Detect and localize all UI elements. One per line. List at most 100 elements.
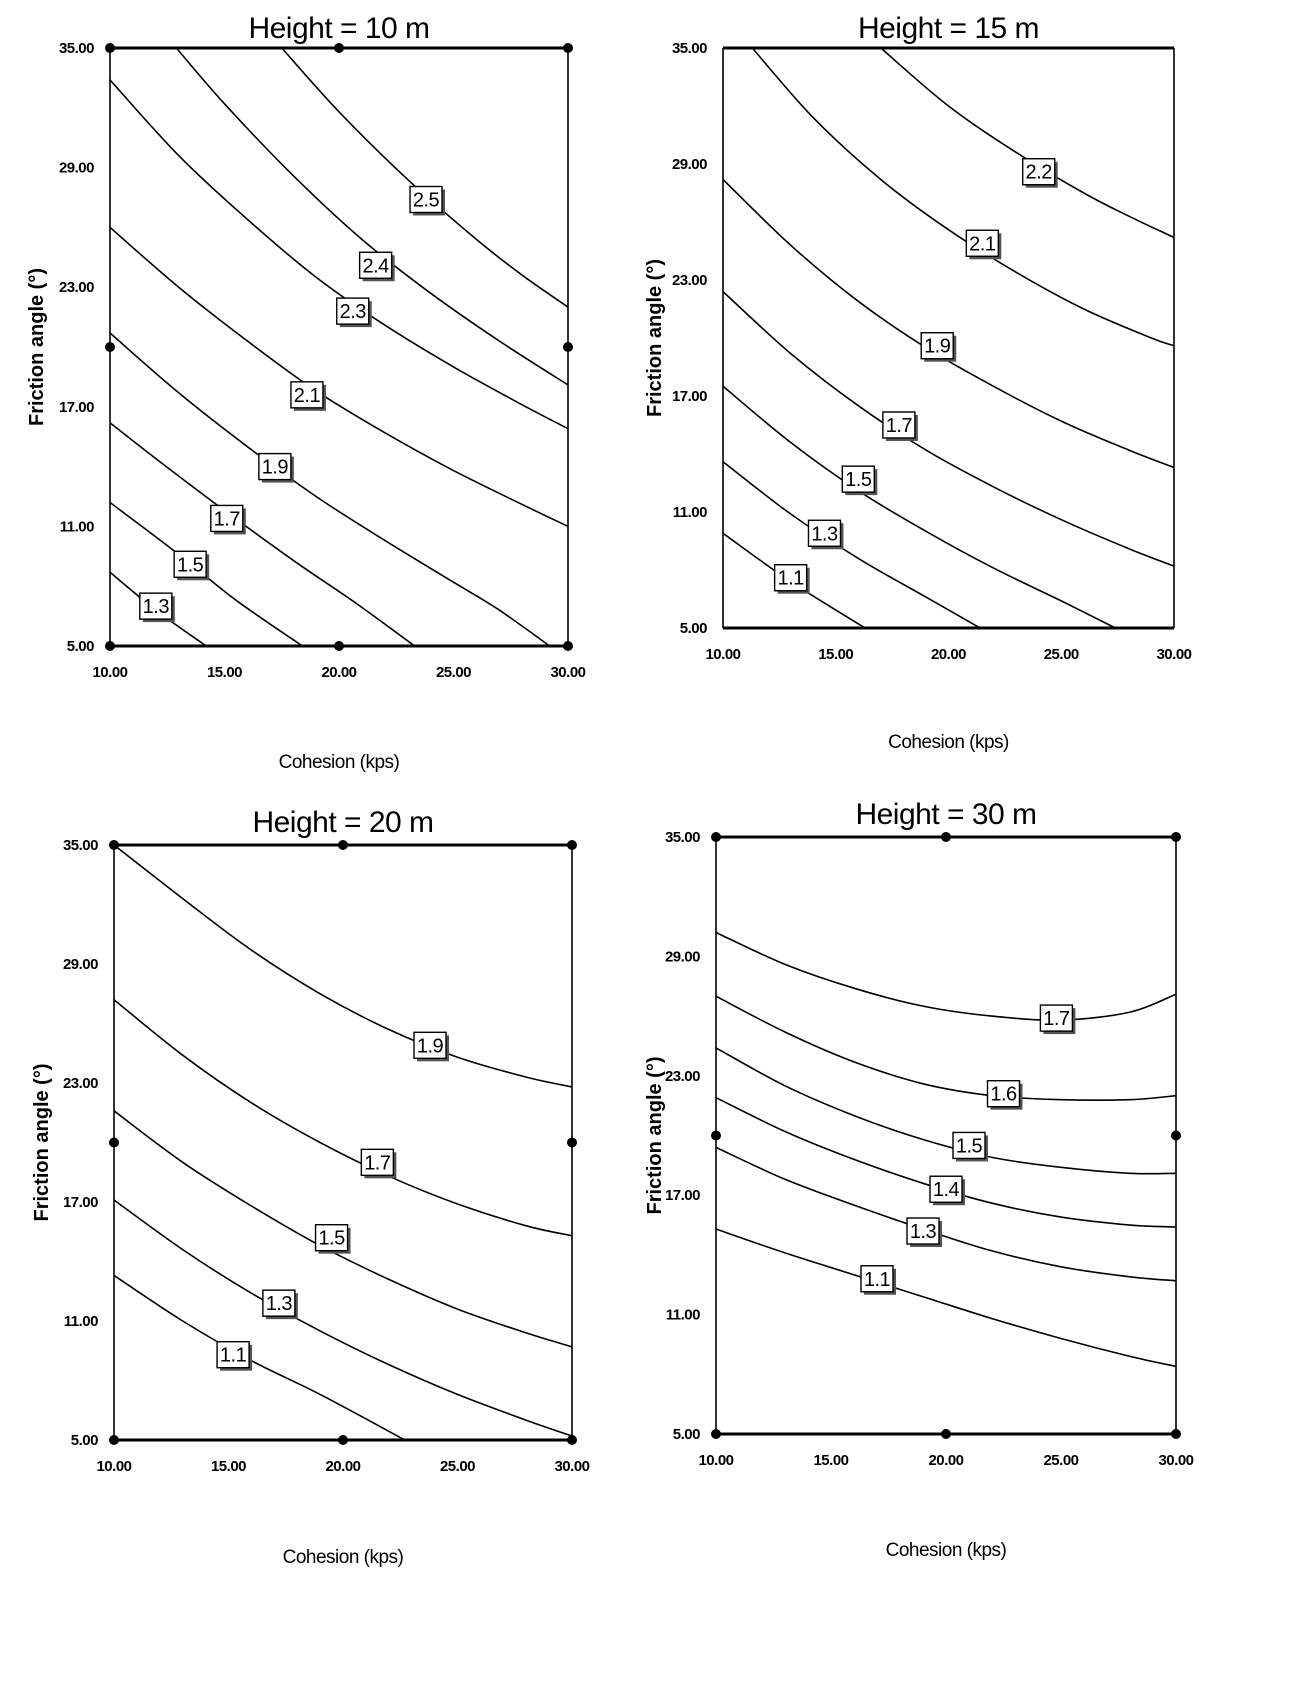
contour-line-2-5 — [281, 47, 569, 308]
design-point — [105, 342, 115, 352]
design-point — [711, 1130, 721, 1141]
x-tick-label: 10.00 — [698, 1452, 733, 1469]
contour-label-box — [906, 1217, 940, 1245]
contour-line-1-3 — [722, 461, 981, 629]
design-point — [105, 641, 115, 651]
contour-label: 2.3 — [340, 301, 367, 323]
design-point — [941, 1429, 951, 1439]
y-tick-label: 5.00 — [673, 1426, 700, 1443]
contour-label: 1.6 — [990, 1084, 1017, 1106]
x-tick-label: 20.00 — [325, 1458, 360, 1475]
chart-height-20-svg: Height = 20 m 10.00 15.00 20.00 25.00 30.00 5.… — [31, 806, 590, 1568]
design-point — [563, 43, 573, 53]
contour-label: 1.4 — [933, 1179, 960, 1201]
contour-label: 2.4 — [362, 255, 389, 277]
contour-label-box — [358, 251, 393, 279]
y-tick-label: 35.00 — [672, 40, 707, 57]
contour-line-1-5 — [722, 385, 1116, 629]
chart-height-30: Height = 30 m 10.00 15.00 20.00 25.00 30.00 5.… — [640, 798, 1311, 1703]
contour-label-box — [841, 465, 876, 493]
design-point — [711, 832, 721, 842]
contour-line-1-7 — [722, 291, 1175, 567]
contour-label-box — [336, 297, 370, 325]
design-point — [109, 1435, 119, 1445]
contour-label: 1.7 — [364, 1152, 391, 1174]
y-tick-label: 35.00 — [665, 829, 700, 846]
design-point — [1171, 1429, 1181, 1439]
contour-label-box — [952, 1131, 986, 1160]
contour-label: 1.7 — [886, 415, 913, 437]
contour-label: 1.3 — [910, 1221, 937, 1243]
x-axis-label: Cohesion (kps) — [888, 732, 1009, 753]
contour-label: 1.1 — [220, 1345, 247, 1367]
y-tick-label: 29.00 — [63, 956, 98, 973]
x-tick-label: 25.00 — [440, 1458, 475, 1475]
contour-label-box — [258, 452, 292, 481]
contour-line-1-1 — [113, 1274, 406, 1441]
contour-label: 1.9 — [262, 457, 289, 479]
contour-label-box — [882, 411, 916, 439]
contour-label-box — [262, 1289, 296, 1317]
x-tick-label: 25.00 — [436, 664, 471, 681]
contour-label-box — [929, 1175, 963, 1203]
contour-line-1-1 — [715, 1228, 1177, 1368]
contour-label-box — [210, 504, 244, 533]
design-point — [563, 342, 573, 352]
design-point — [1171, 832, 1181, 842]
chart-title: Height = 30 m — [855, 798, 1036, 831]
design-point — [109, 1137, 119, 1148]
contour-line-1-7 — [113, 999, 573, 1237]
contour-label: 1.5 — [956, 1135, 983, 1157]
chart-height-15-svg: Height = 15 m 10.00 15.00 20.00 25.00 30.00 5.… — [644, 12, 1192, 753]
y-tick-label: 23.00 — [665, 1068, 700, 1085]
x-axis-label: Cohesion (kps) — [283, 1547, 404, 1568]
y-axis-label: Friction angle (°) — [26, 268, 48, 426]
contour-label: 1.7 — [1043, 1008, 1070, 1030]
y-tick-label: 17.00 — [672, 388, 707, 405]
contour-label-box — [920, 332, 954, 360]
y-axis-label: Friction angle (°) — [644, 259, 666, 417]
x-tick-label: 30.00 — [1156, 646, 1191, 663]
design-point — [105, 43, 115, 53]
contour-line-1-3 — [715, 1146, 1177, 1282]
contour-label: 2.1 — [969, 233, 996, 255]
contour-line-1-3 — [113, 1199, 573, 1437]
chart-title: Height = 10 m — [248, 12, 429, 45]
contour-label: 2.1 — [294, 385, 321, 407]
x-tick-label: 10.00 — [96, 1458, 131, 1475]
x-axis-label: Cohesion (kps) — [279, 752, 400, 773]
contour-label-box — [290, 381, 324, 409]
chart-title: Height = 20 m — [252, 806, 433, 839]
design-point — [711, 1429, 721, 1439]
contour-label: 1.5 — [845, 469, 872, 491]
contour-label-box — [807, 519, 842, 547]
contour-line-1-9 — [109, 332, 551, 647]
design-point — [334, 641, 344, 651]
x-tick-label: 15.00 — [207, 664, 242, 681]
y-tick-label: 5.00 — [71, 1432, 98, 1449]
contour-label-box — [965, 229, 1000, 257]
contour-label: 1.9 — [924, 336, 951, 358]
y-tick-label: 17.00 — [665, 1187, 700, 1204]
x-tick-label: 20.00 — [321, 664, 356, 681]
y-tick-label: 5.00 — [680, 620, 707, 637]
contour-label: 1.3 — [266, 1293, 293, 1315]
contour-line-1-5 — [715, 1047, 1177, 1175]
contour-label: 1.1 — [864, 1269, 891, 1291]
y-tick-label: 29.00 — [59, 160, 94, 177]
design-point — [1171, 1130, 1181, 1141]
contour-line-1-7 — [109, 422, 416, 647]
design-point — [338, 840, 348, 850]
y-tick-label: 29.00 — [672, 156, 707, 173]
chart-height-10: Height = 10 m 10.00 15.00 20.00 25.00 30.00 5.… — [0, 0, 640, 840]
x-tick-label: 25.00 — [1043, 1452, 1078, 1469]
contour-line-1-6 — [715, 995, 1177, 1101]
contour-line-1-7 — [715, 931, 1177, 1021]
contour-label-box — [773, 564, 808, 592]
x-tick-label: 15.00 — [211, 1458, 246, 1475]
chart-height-10-svg: Height = 10 m 10.00 15.00 20.00 25.00 30.00 5.… — [26, 12, 586, 773]
contour-label-box — [139, 592, 173, 620]
contour-label-box — [314, 1224, 349, 1252]
x-axis-label: Cohesion (kps) — [886, 1540, 1007, 1561]
y-tick-label: 11.00 — [666, 1307, 700, 1324]
